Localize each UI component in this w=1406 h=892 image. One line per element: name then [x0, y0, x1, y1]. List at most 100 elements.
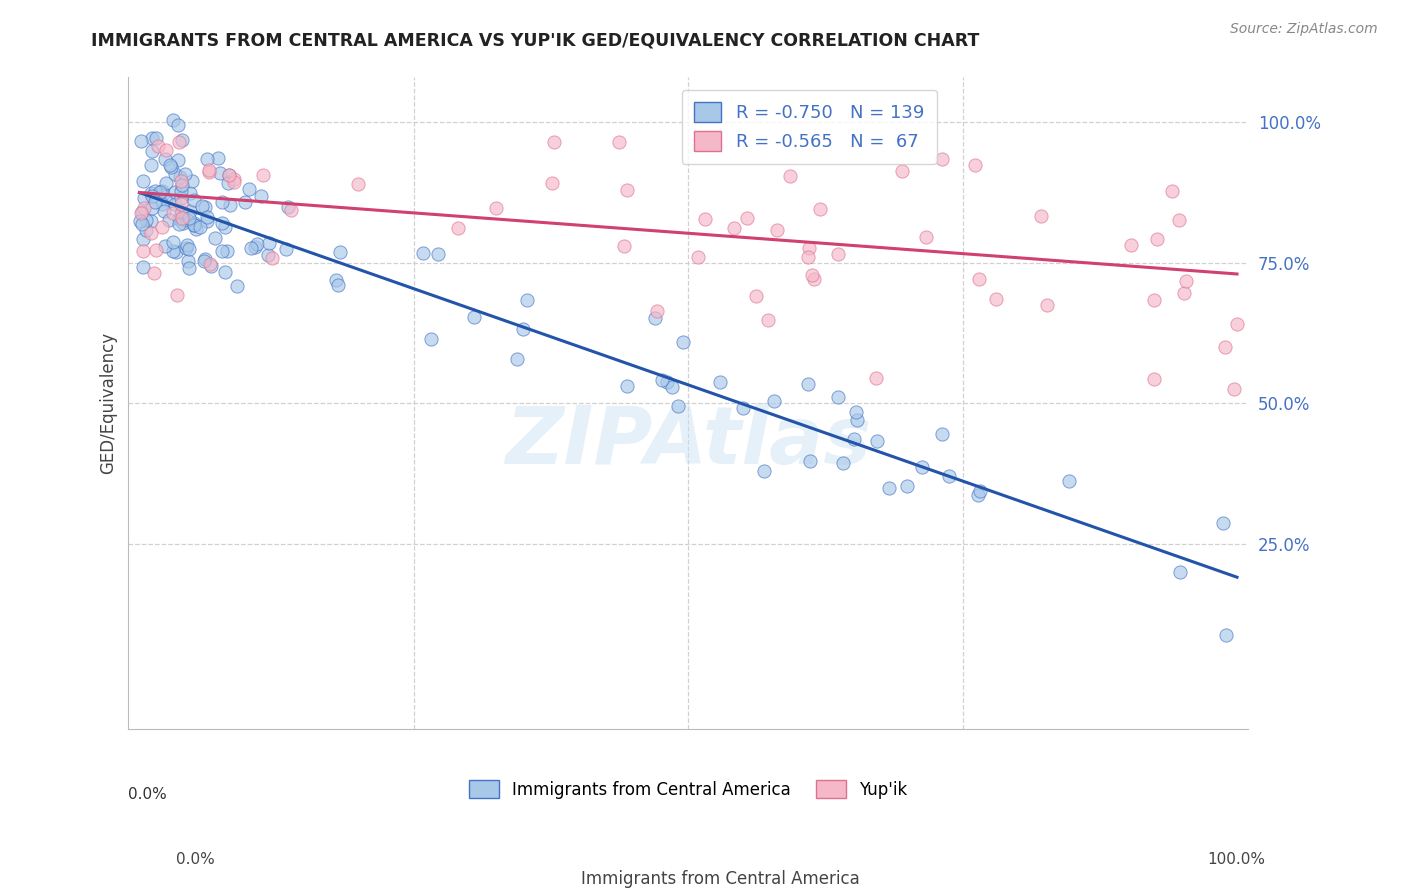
Point: [447, 221, 470, 235]
Point: [233, 194, 256, 209]
Point: [128, 213, 150, 227]
Point: [167, 153, 190, 167]
Point: [222, 171, 245, 186]
Point: [129, 134, 152, 148]
Point: [845, 405, 868, 419]
Point: [183, 194, 205, 208]
Point: [723, 221, 745, 235]
Point: [661, 380, 683, 394]
Point: [505, 351, 527, 366]
Point: [211, 216, 233, 230]
Point: [167, 118, 190, 132]
Text: 100.0%: 100.0%: [1208, 852, 1265, 867]
Point: [865, 371, 887, 385]
Point: [183, 216, 205, 230]
Point: [141, 131, 163, 145]
Point: [177, 254, 200, 268]
Point: [193, 253, 215, 268]
Point: [709, 376, 731, 390]
Point: [325, 272, 347, 286]
Point: [131, 205, 153, 219]
Point: [170, 174, 193, 188]
Point: [170, 185, 193, 199]
Point: [651, 373, 673, 387]
Point: [195, 152, 218, 166]
Point: [911, 460, 934, 475]
Point: [150, 197, 173, 211]
Point: [172, 204, 194, 219]
Point: [169, 169, 191, 184]
Point: [346, 177, 368, 191]
Point: [162, 113, 184, 128]
Point: [238, 182, 260, 196]
Point: [179, 204, 201, 219]
Point: [129, 205, 152, 219]
Point: [1146, 232, 1168, 246]
Point: [426, 247, 449, 261]
Point: [172, 216, 194, 230]
Point: [931, 427, 953, 442]
Point: [145, 131, 167, 145]
Point: [139, 226, 162, 240]
Point: [179, 242, 201, 256]
Point: [155, 239, 177, 253]
Point: [616, 183, 638, 197]
Point: [146, 139, 169, 153]
Point: [733, 401, 755, 415]
Point: [214, 265, 236, 279]
Point: [276, 242, 298, 256]
Point: [167, 211, 190, 226]
Point: [1143, 293, 1166, 308]
Point: [143, 184, 166, 198]
Point: [1215, 628, 1237, 642]
Point: [131, 217, 153, 231]
Point: [644, 311, 666, 326]
Point: [796, 376, 818, 391]
Point: [163, 197, 186, 211]
Point: [1168, 565, 1191, 579]
Point: [194, 252, 217, 266]
Point: [693, 211, 716, 226]
Point: [965, 158, 987, 172]
Text: 0.0%: 0.0%: [176, 852, 215, 867]
Point: [735, 211, 758, 225]
Point: [655, 375, 678, 389]
Point: [200, 260, 222, 274]
Point: [329, 244, 352, 259]
Point: [197, 165, 219, 179]
Point: [931, 152, 953, 166]
Text: Source: ZipAtlas.com: Source: ZipAtlas.com: [1230, 22, 1378, 37]
Point: [1121, 237, 1143, 252]
Point: [162, 244, 184, 259]
Point: [208, 166, 231, 180]
Point: [149, 185, 172, 199]
Point: [194, 200, 217, 214]
Point: [195, 210, 218, 224]
Point: [666, 399, 689, 413]
Point: [613, 239, 636, 253]
Point: [915, 230, 938, 244]
Point: [240, 241, 263, 255]
Point: [249, 188, 271, 202]
Point: [217, 176, 239, 190]
Point: [135, 223, 157, 237]
Point: [890, 163, 912, 178]
Point: [152, 187, 174, 202]
Point: [257, 248, 280, 262]
Point: [762, 393, 785, 408]
Point: [766, 223, 789, 237]
Point: [842, 432, 865, 446]
Point: [172, 133, 194, 147]
Point: [174, 241, 197, 255]
Point: [200, 257, 222, 271]
Point: [280, 203, 302, 218]
Point: [218, 168, 240, 182]
Point: [671, 335, 693, 350]
Point: [198, 163, 221, 178]
Point: [1057, 474, 1080, 488]
Point: [153, 204, 176, 219]
Point: [159, 160, 181, 174]
Point: [218, 168, 240, 182]
Point: [686, 250, 709, 264]
Point: [808, 202, 831, 216]
